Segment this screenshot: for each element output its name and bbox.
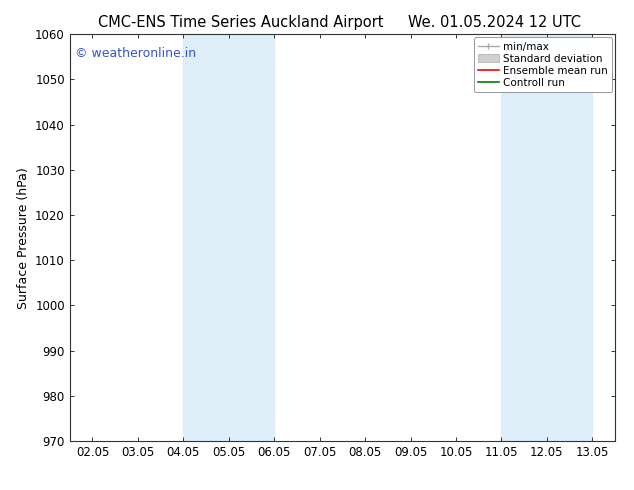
Text: CMC-ENS Time Series Auckland Airport: CMC-ENS Time Series Auckland Airport: [98, 15, 384, 30]
Bar: [183, 34, 274, 441]
Text: © weatheronline.in: © weatheronline.in: [75, 47, 197, 59]
Text: We. 01.05.2024 12 UTC: We. 01.05.2024 12 UTC: [408, 15, 581, 30]
Legend: min/max, Standard deviation, Ensemble mean run, Controll run: min/max, Standard deviation, Ensemble me…: [474, 37, 612, 92]
Y-axis label: Surface Pressure (hPa): Surface Pressure (hPa): [16, 167, 30, 309]
Bar: [501, 34, 592, 441]
